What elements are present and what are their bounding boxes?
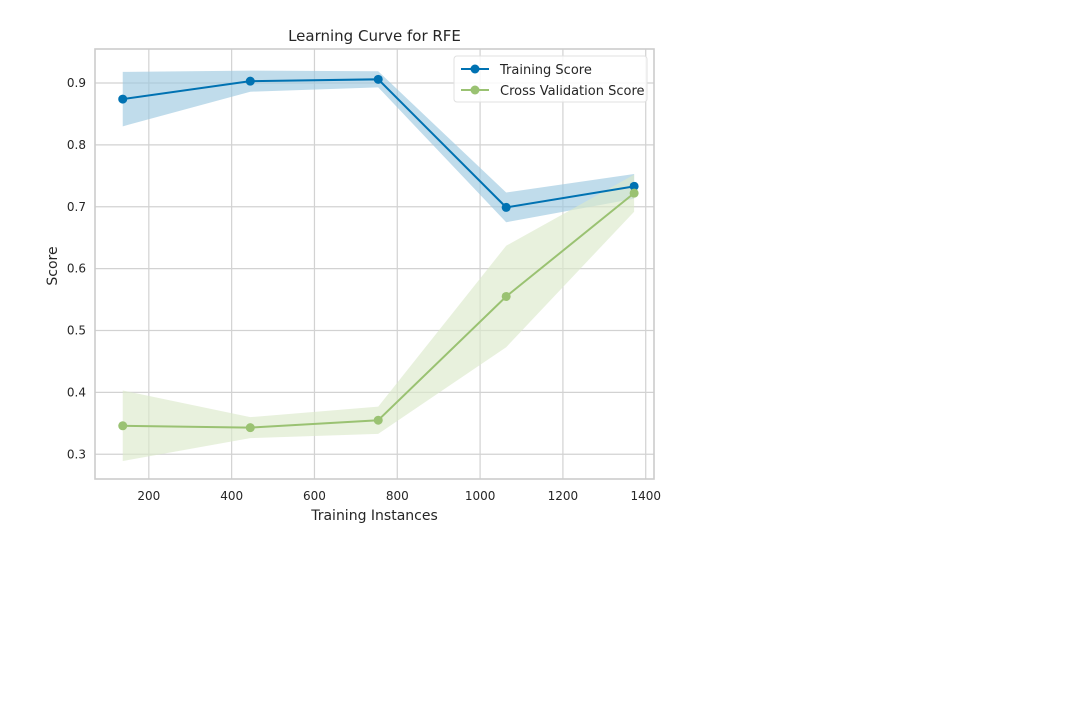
cv-score-point	[245, 423, 255, 433]
y-tick-label: 0.9	[67, 76, 86, 90]
training-score-point	[373, 74, 383, 84]
x-axis-label: Training Instances	[310, 508, 438, 524]
grid-lines	[95, 49, 654, 479]
y-tick-label: 0.6	[67, 262, 86, 276]
legend-cv-marker	[470, 85, 480, 95]
cv-score-point	[501, 291, 511, 301]
x-tick-label: 1400	[630, 489, 661, 503]
tick-labels: 200 400 600 800 1000 1200 1400 0.3 0.4 0.5 0.6 0.7 0…	[67, 76, 661, 503]
y-tick-label: 0.8	[67, 138, 86, 152]
x-tick-label: 1000	[465, 489, 496, 503]
series-markers	[118, 74, 639, 433]
confidence-bands	[122, 70, 635, 462]
y-tick-label: 0.3	[67, 447, 86, 461]
x-tick-label: 1200	[548, 489, 579, 503]
cv-score-point	[629, 188, 639, 198]
x-tick-label: 600	[303, 489, 326, 503]
cv-score-band	[122, 174, 635, 462]
x-tick-label: 800	[386, 489, 409, 503]
plot-frame	[94, 48, 655, 480]
y-tick-label: 0.5	[67, 324, 86, 338]
x-tick-label: 400	[220, 489, 243, 503]
cv-score-point	[118, 421, 128, 431]
legend: Training Score Cross Validation Score	[453, 55, 648, 103]
chart-title: Learning Curve for RFE	[288, 27, 461, 45]
y-tick-label: 0.4	[67, 385, 86, 399]
training-score-point	[501, 202, 511, 212]
legend-training-label: Training Score	[499, 63, 592, 78]
cv-score-point	[373, 415, 383, 425]
legend-cv-label: Cross Validation Score	[500, 84, 645, 99]
y-tick-label: 0.7	[67, 200, 86, 214]
training-score-point	[629, 181, 639, 191]
training-score-point	[118, 94, 128, 104]
y-axis-label: Score	[45, 246, 61, 285]
training-score-point	[245, 76, 255, 86]
legend-training-marker	[470, 64, 480, 74]
legend-box	[453, 55, 648, 103]
x-tick-label: 200	[137, 489, 160, 503]
